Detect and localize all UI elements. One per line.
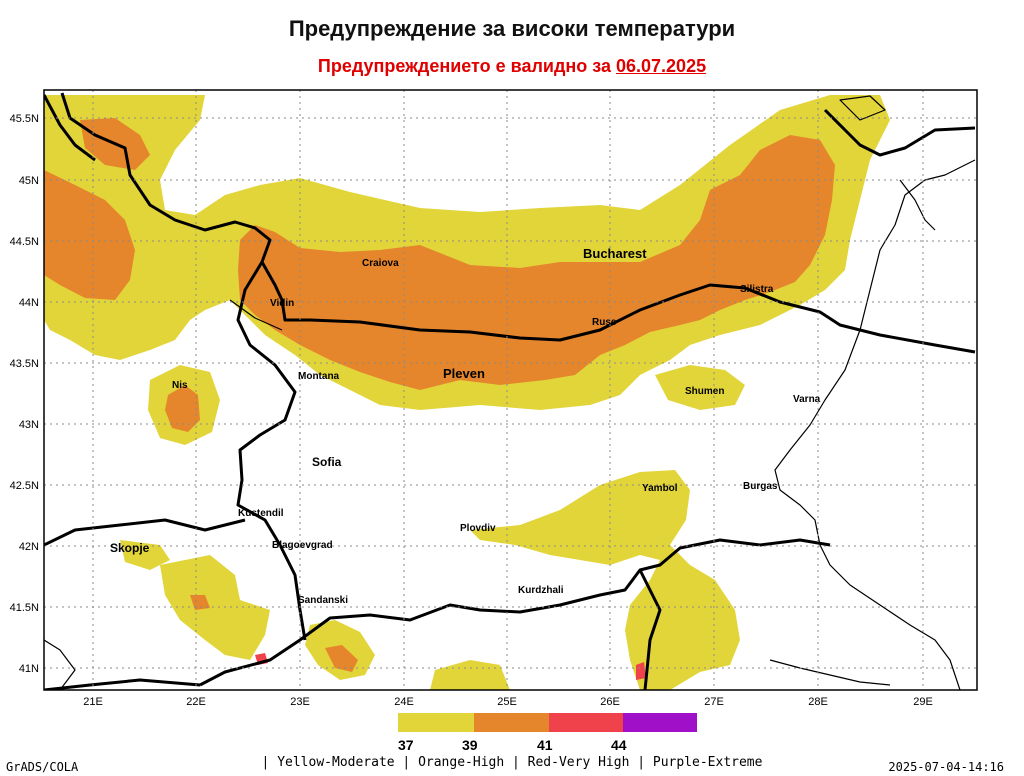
longitude-labels: 21E 22E 23E 24E 25E 26E 27E 28E 29E	[83, 696, 933, 708]
lon-label: 25E	[497, 696, 517, 708]
validity-date: 06.07.2025	[616, 56, 707, 76]
footer-credit: GrADS/COLA	[6, 760, 79, 774]
city-label: Pleven	[443, 366, 485, 381]
orange-zone-west	[44, 170, 135, 300]
city-label: Shumen	[685, 386, 724, 397]
city-label: Skopje	[110, 541, 150, 555]
legend-threshold: 41	[537, 737, 553, 753]
city-label: Craiova	[362, 258, 399, 269]
border-serbia-inner	[44, 94, 96, 162]
lon-label: 24E	[394, 696, 414, 708]
border-greece-north	[44, 678, 201, 690]
map-frame	[43, 89, 978, 691]
lat-label: 45.5N	[10, 113, 39, 125]
footer-timestamp: 2025-07-04-14:16	[888, 760, 1004, 774]
border-romania-serbia	[60, 92, 976, 354]
city-label: Kustendil	[238, 508, 284, 519]
city-label: Kurdzhali	[518, 585, 564, 596]
lat-label: 43N	[19, 419, 39, 431]
yellow-zone-north	[44, 95, 890, 410]
legend-threshold: 39	[462, 737, 478, 753]
city-label: Nis	[172, 380, 188, 391]
coast-river-danube	[229, 299, 283, 331]
legend-threshold: 37	[398, 737, 414, 753]
border-romania-north	[823, 108, 976, 157]
city-label: Montana	[298, 371, 340, 382]
city-label: Vidin	[270, 298, 294, 309]
legend-swatch	[549, 713, 623, 732]
lat-label: 44N	[19, 297, 39, 309]
orange-zone-struma	[190, 595, 210, 610]
city-label: Varna	[793, 394, 821, 405]
border-bulgaria-south	[199, 538, 831, 687]
yellow-zone-struma	[160, 555, 270, 660]
coast-aegean-1	[44, 639, 76, 690]
border-macedonia	[44, 518, 246, 547]
yellow-zone-shumen	[655, 365, 745, 410]
border-turkey-greece	[638, 569, 662, 690]
city-label: Bucharest	[583, 246, 647, 261]
latitude-labels: 45.5N 45N 44.5N 44N 43.5N 43N 42.5N 42N 41.5N 41N	[10, 113, 39, 675]
city-label: Sandanski	[298, 595, 348, 606]
validity-prefix: Предупреждението е валидно за	[317, 56, 616, 76]
coastlines	[44, 95, 976, 690]
lat-label: 41N	[19, 663, 39, 675]
orange-zone-sandanski	[325, 645, 358, 672]
lat-label: 45N	[19, 175, 39, 187]
coast-black-sea	[774, 159, 976, 690]
validity-subtitle: Предупреждението е валидно за 06.07.2025	[0, 56, 1024, 77]
legend-swatch	[623, 713, 697, 732]
coast-aegean-2	[769, 659, 891, 686]
lat-label: 43.5N	[10, 358, 39, 370]
city-labels: Craiova Bucharest Vidin Silistra Ruse Montana…	[110, 246, 821, 606]
lon-label: 23E	[290, 696, 310, 708]
coast-lake-north	[839, 95, 886, 121]
lon-label: 28E	[808, 696, 828, 708]
yellow-zone-skopje	[120, 540, 170, 570]
lat-label: 44.5N	[10, 236, 39, 248]
legend-swatch	[474, 713, 549, 732]
city-label: Sofia	[312, 455, 342, 469]
page-title: Предупреждение за високи температури	[288, 16, 736, 41]
lat-label: 41.5N	[10, 602, 39, 614]
map-canvas: Craiova Bucharest Vidin Silistra Ruse Montana…	[44, 90, 977, 690]
lon-label: 27E	[704, 696, 724, 708]
lon-label: 21E	[83, 696, 103, 708]
lat-lon-grid	[44, 90, 977, 690]
lon-label: 29E	[913, 696, 933, 708]
lat-label: 42.5N	[10, 480, 39, 492]
border-bulgaria-west	[236, 261, 307, 641]
legend-threshold: 44	[611, 737, 627, 753]
yellow-zone-south-small	[430, 660, 510, 690]
lon-label: 26E	[600, 696, 620, 708]
city-label: Plovdiv	[460, 523, 496, 534]
city-label: Ruse	[592, 317, 617, 328]
lon-label: 22E	[186, 696, 206, 708]
legend-swatch	[398, 713, 474, 732]
city-label: Blagoevgrad	[272, 540, 333, 551]
lat-label: 42N	[19, 541, 39, 553]
city-label: Yambol	[642, 483, 678, 494]
orange-zone-nis	[165, 385, 200, 432]
yellow-zone-southeast	[470, 470, 740, 690]
city-label: Burgas	[743, 481, 778, 492]
yellow-zones	[44, 95, 890, 690]
red-zone-spot-2	[636, 662, 646, 680]
city-label: Silistra	[740, 284, 774, 295]
legend-text: | Yellow-Moderate | Orange-High | Red-Ve…	[261, 755, 763, 770]
borders	[44, 92, 976, 690]
coast-danube-delta	[899, 179, 936, 231]
